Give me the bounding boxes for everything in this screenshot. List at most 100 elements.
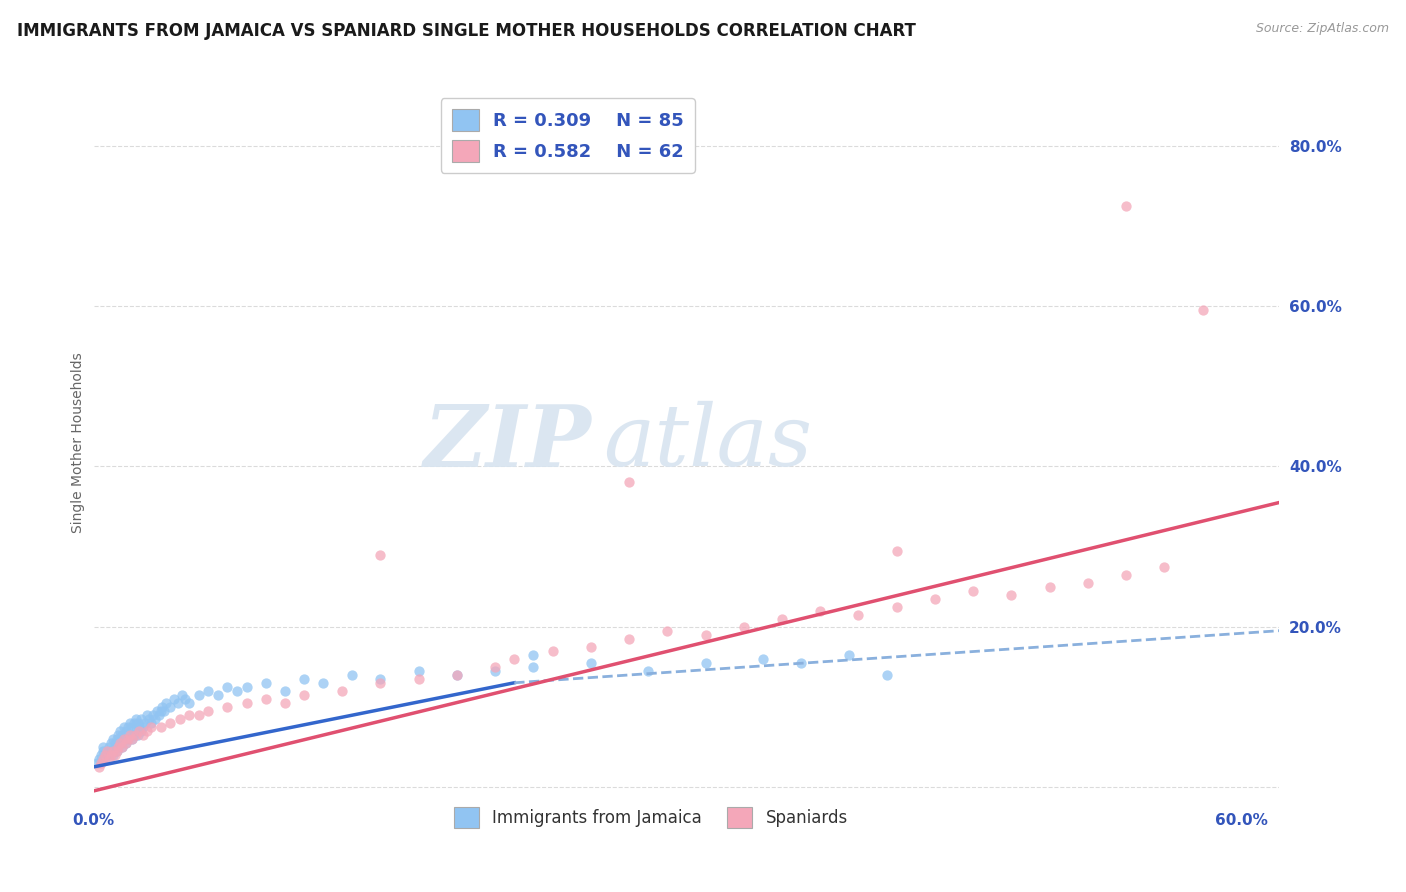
Point xyxy=(503,652,526,666)
Point xyxy=(89,752,111,766)
Point xyxy=(579,656,602,670)
Point xyxy=(770,612,793,626)
Point xyxy=(97,739,120,754)
Point xyxy=(112,720,135,734)
Point xyxy=(169,712,191,726)
Point xyxy=(96,747,118,762)
Point xyxy=(117,731,139,746)
Point xyxy=(124,723,146,738)
Point xyxy=(484,664,506,678)
Point xyxy=(105,744,128,758)
Point xyxy=(100,736,122,750)
Point xyxy=(484,659,506,673)
Point xyxy=(97,744,120,758)
Point xyxy=(110,736,132,750)
Point xyxy=(132,720,155,734)
Point xyxy=(101,747,124,762)
Point xyxy=(94,752,117,766)
Point xyxy=(94,747,117,762)
Point xyxy=(101,744,124,758)
Point xyxy=(617,475,640,490)
Point xyxy=(90,756,112,770)
Point xyxy=(174,691,197,706)
Point xyxy=(197,704,219,718)
Point xyxy=(179,696,201,710)
Point xyxy=(145,704,167,718)
Point xyxy=(142,707,165,722)
Point xyxy=(149,720,172,734)
Point xyxy=(254,691,277,706)
Point xyxy=(1191,303,1213,318)
Point xyxy=(886,599,908,614)
Point xyxy=(91,752,114,766)
Point xyxy=(838,648,860,662)
Point xyxy=(1153,559,1175,574)
Point xyxy=(197,683,219,698)
Point xyxy=(187,707,209,722)
Point xyxy=(104,736,127,750)
Point xyxy=(121,731,143,746)
Point xyxy=(695,628,717,642)
Point xyxy=(408,672,430,686)
Point xyxy=(579,640,602,654)
Point xyxy=(122,715,145,730)
Point xyxy=(131,723,153,738)
Point xyxy=(149,704,172,718)
Point xyxy=(112,731,135,746)
Point xyxy=(274,683,297,698)
Point xyxy=(117,731,139,746)
Point xyxy=(1115,199,1137,213)
Point xyxy=(124,728,146,742)
Point xyxy=(96,744,118,758)
Point xyxy=(217,680,239,694)
Point xyxy=(121,731,143,746)
Point xyxy=(111,739,134,754)
Point xyxy=(152,699,174,714)
Point xyxy=(924,591,946,606)
Point xyxy=(148,707,170,722)
Point xyxy=(166,696,188,710)
Point xyxy=(207,688,229,702)
Point xyxy=(330,683,353,698)
Point xyxy=(1039,580,1062,594)
Text: ZIP: ZIP xyxy=(423,401,592,484)
Point xyxy=(110,723,132,738)
Point xyxy=(159,699,181,714)
Point xyxy=(370,672,392,686)
Point xyxy=(522,648,544,662)
Point xyxy=(132,728,155,742)
Point xyxy=(187,688,209,702)
Point xyxy=(370,675,392,690)
Point xyxy=(340,667,363,681)
Point xyxy=(100,747,122,762)
Legend: Immigrants from Jamaica, Spaniards: Immigrants from Jamaica, Spaniards xyxy=(447,801,855,834)
Point xyxy=(127,715,149,730)
Point xyxy=(138,712,160,726)
Point xyxy=(104,747,127,762)
Point xyxy=(131,712,153,726)
Point xyxy=(617,632,640,646)
Point xyxy=(179,707,201,722)
Point xyxy=(155,696,177,710)
Point xyxy=(115,723,138,738)
Point xyxy=(370,548,392,562)
Point xyxy=(107,739,129,754)
Point xyxy=(235,696,257,710)
Point xyxy=(104,739,127,754)
Point xyxy=(808,604,831,618)
Point xyxy=(111,728,134,742)
Point xyxy=(292,672,315,686)
Point xyxy=(163,691,186,706)
Point xyxy=(522,659,544,673)
Point xyxy=(107,728,129,742)
Point xyxy=(89,760,111,774)
Point xyxy=(118,728,141,742)
Point xyxy=(111,739,134,754)
Point xyxy=(217,699,239,714)
Point xyxy=(446,667,468,681)
Point xyxy=(695,656,717,670)
Point xyxy=(90,747,112,762)
Point xyxy=(1077,575,1099,590)
Point xyxy=(143,712,166,726)
Point xyxy=(226,683,249,698)
